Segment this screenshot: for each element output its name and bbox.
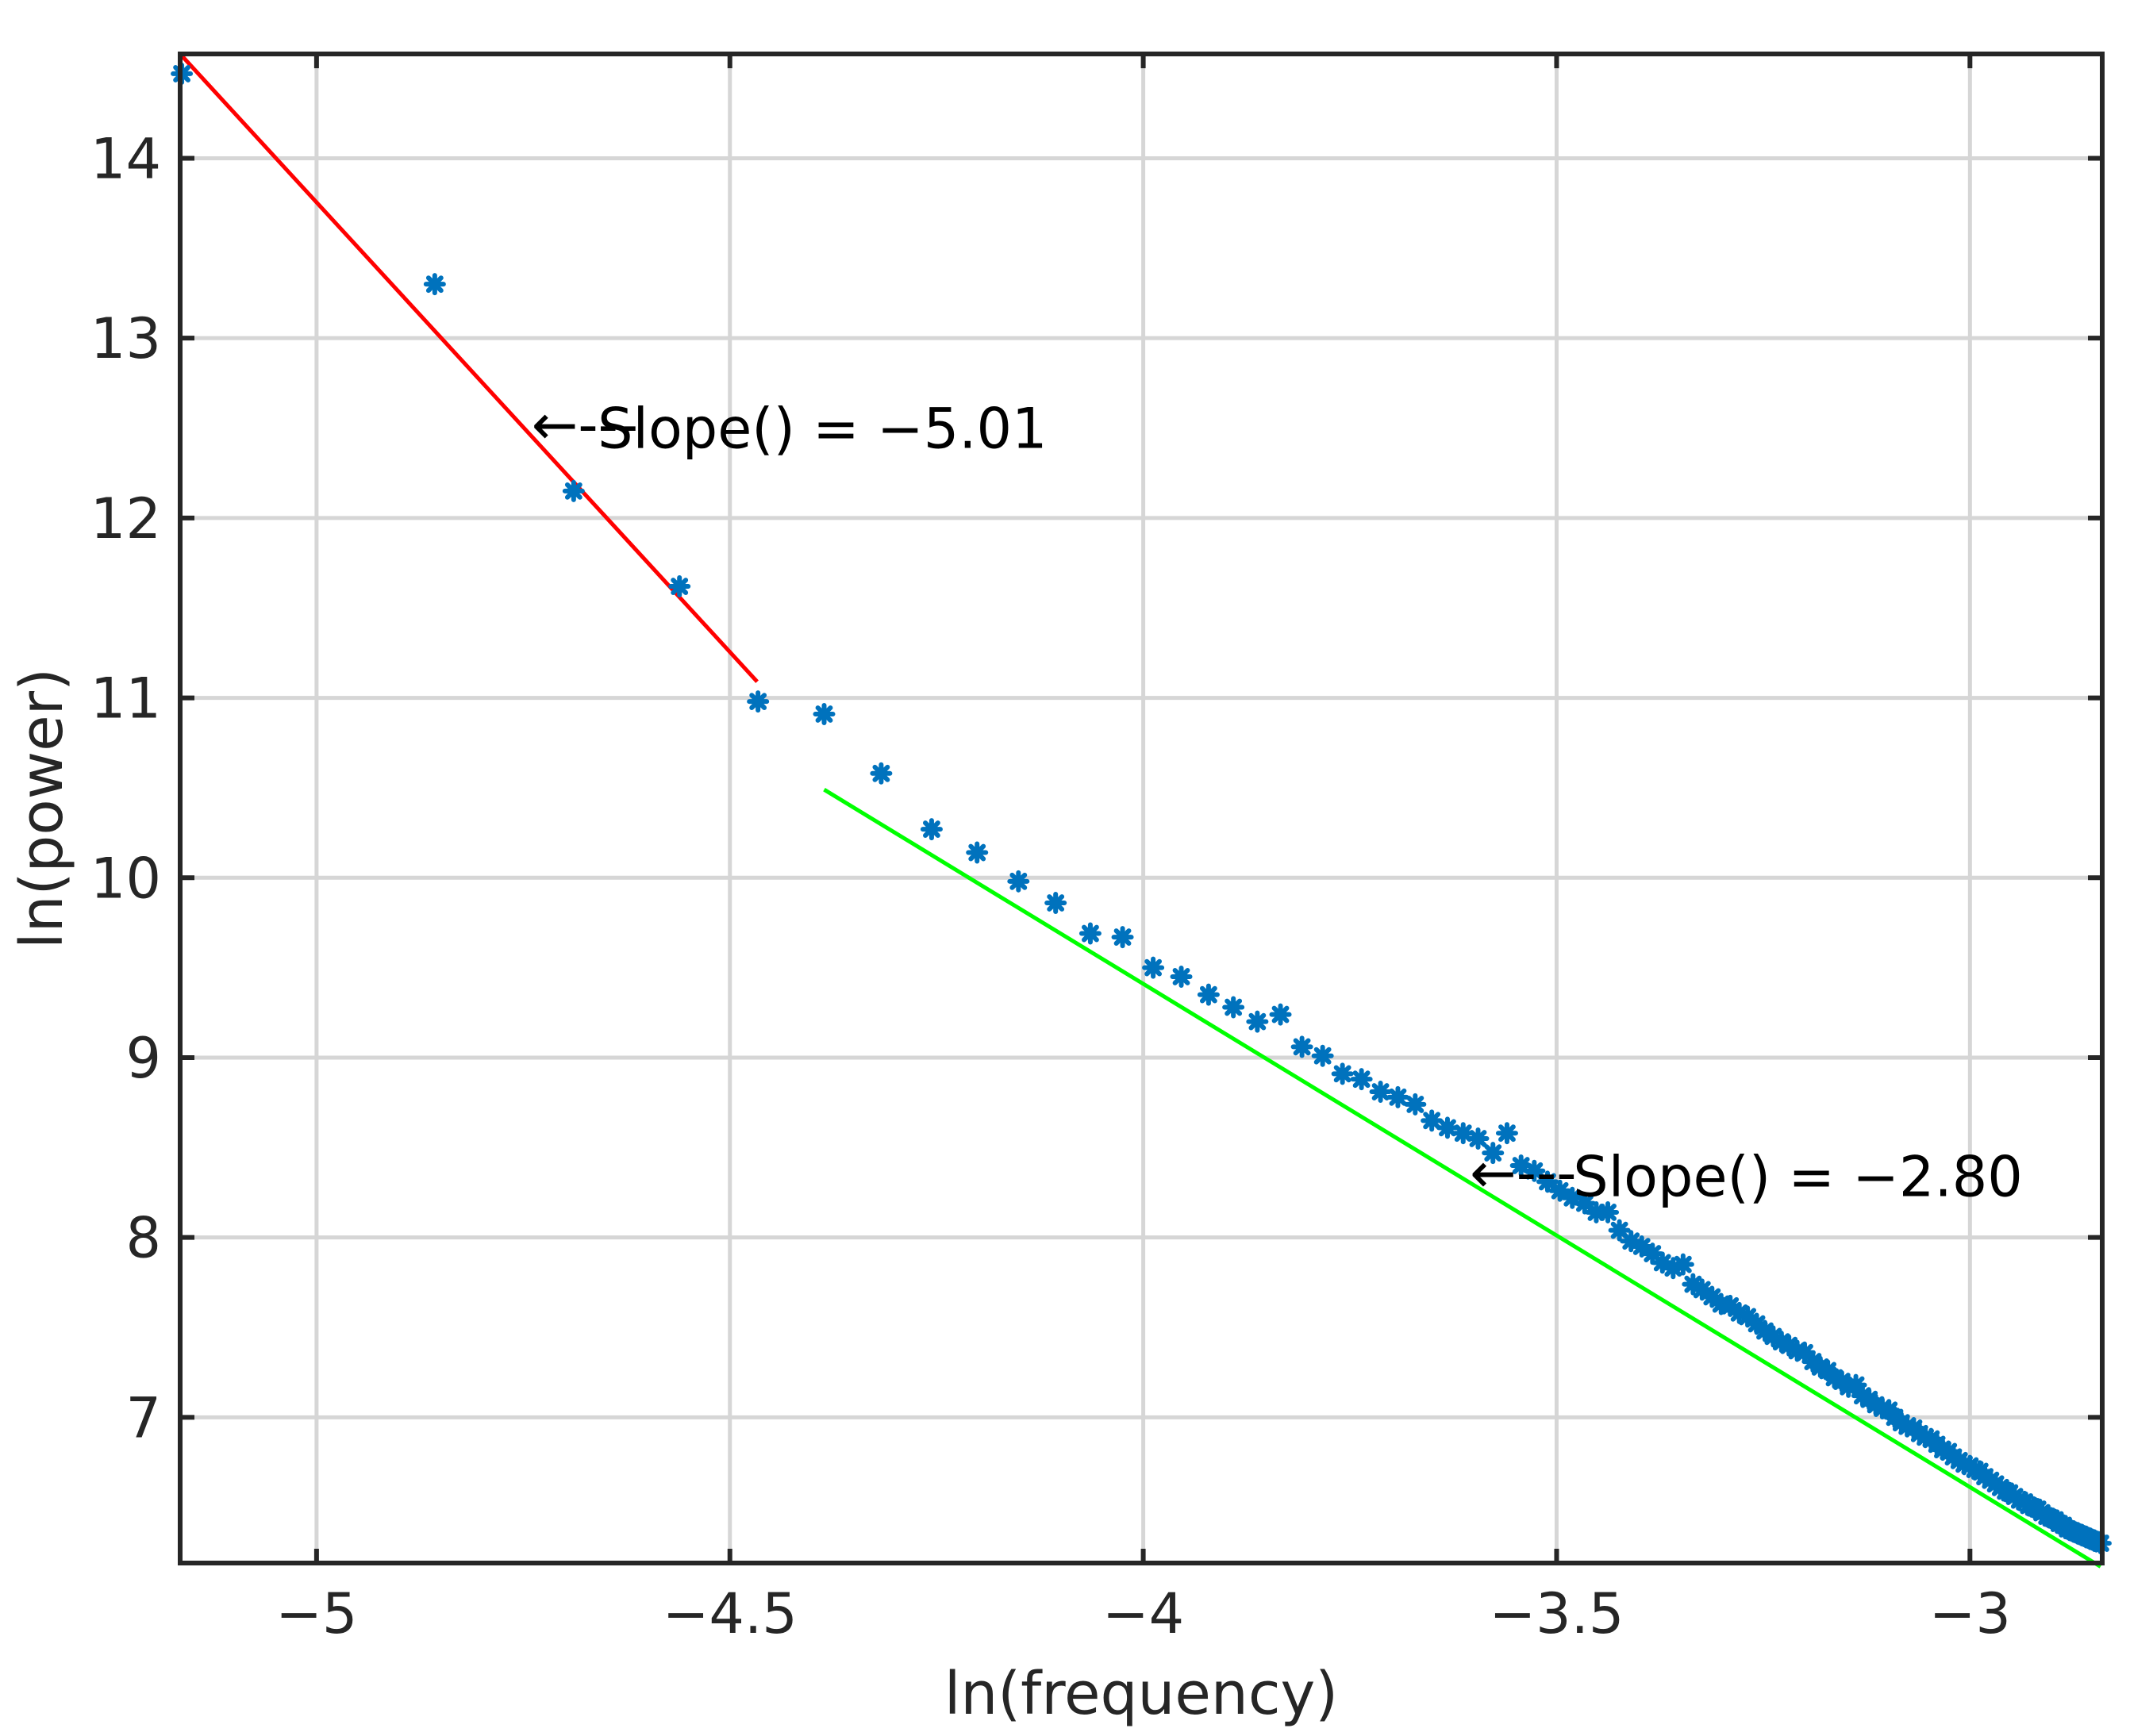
data-point — [870, 762, 893, 785]
data-point — [1436, 1116, 1459, 1139]
data-point — [1467, 1127, 1490, 1150]
slope-annotations: ←---Slope() = −5.01←---Slope() = −2.80 — [532, 393, 2023, 1210]
data-point — [1523, 1159, 1546, 1182]
data-point — [1682, 1273, 1705, 1296]
annotation-label: Slope() = −2.80 — [1573, 1145, 2022, 1210]
data-point — [1662, 1257, 1685, 1280]
data-point — [1719, 1294, 1742, 1317]
data-point — [562, 479, 585, 502]
data-point — [1111, 926, 1134, 949]
data-point — [1736, 1305, 1759, 1328]
data-point — [1671, 1253, 1694, 1276]
data-point — [1728, 1301, 1751, 1324]
data-point — [813, 702, 836, 725]
data-point — [1620, 1230, 1643, 1253]
data-point — [1495, 1122, 1518, 1145]
x-tick-label: −4 — [1102, 1581, 1184, 1646]
annotation-label: Slope() = −5.01 — [598, 397, 1048, 462]
data-point — [1451, 1122, 1474, 1145]
data-point — [1823, 1366, 1846, 1389]
data-point — [1770, 1331, 1793, 1354]
data-point — [920, 818, 943, 841]
axis-ticks: −5 −4.5 −4 −3.5 −3 7 8 9 10 11 12 13 14 — [90, 54, 2102, 1646]
data-point — [1421, 1109, 1444, 1132]
x-tick-label: −4.5 — [663, 1581, 798, 1646]
data-point — [1536, 1170, 1559, 1193]
data-point — [1311, 1044, 1334, 1067]
data-point — [1573, 1192, 1596, 1215]
data-point — [1482, 1142, 1505, 1165]
y-tick-label: 14 — [90, 126, 161, 191]
data-point — [966, 841, 989, 864]
data-point — [1793, 1341, 1816, 1364]
fit-lines — [179, 52, 2102, 1569]
data-point — [1269, 1003, 1292, 1026]
data-point — [1690, 1278, 1713, 1301]
data-point — [1844, 1373, 1867, 1396]
annotation-arrow: ←--- — [532, 393, 638, 458]
data-point — [1561, 1186, 1584, 1209]
data-point — [1078, 922, 1102, 945]
data-point — [1404, 1093, 1427, 1116]
y-tick-label: 12 — [90, 486, 161, 551]
data-point — [1142, 956, 1165, 979]
y-tick-label: 9 — [125, 1026, 161, 1091]
data-point — [1197, 983, 1220, 1006]
y-axis-label: ln(power) — [8, 668, 76, 949]
y-tick-label: 13 — [90, 306, 161, 371]
data-point — [1222, 996, 1245, 1019]
data-point — [1386, 1085, 1409, 1108]
data-point — [1597, 1200, 1620, 1223]
data-point — [1641, 1242, 1664, 1266]
data-point — [1246, 1010, 1269, 1033]
data-point — [1509, 1154, 1532, 1177]
x-tick-label: −3 — [1929, 1581, 2011, 1646]
data-point — [1290, 1035, 1313, 1058]
y-tick-label: 11 — [90, 666, 161, 732]
y-tick-label: 7 — [125, 1385, 161, 1450]
data-point — [1608, 1219, 1631, 1242]
data-point — [1585, 1200, 1608, 1223]
x-tick-label: −3.5 — [1489, 1581, 1624, 1646]
annotation-arrow: ←--- — [1470, 1141, 1576, 1206]
data-point — [1701, 1285, 1724, 1308]
data-points — [171, 62, 2112, 1555]
x-axis-label: ln(frequency) — [944, 1660, 1338, 1728]
fit-high-line — [823, 788, 2102, 1569]
data-point — [1651, 1251, 1674, 1274]
data-point — [668, 575, 691, 598]
data-point — [423, 273, 446, 296]
x-tick-label: −5 — [275, 1581, 357, 1646]
data-point — [1170, 965, 1193, 988]
fit-low-line — [179, 52, 759, 683]
data-point — [1331, 1062, 1354, 1085]
y-tick-label: 8 — [125, 1206, 161, 1271]
data-point — [1548, 1179, 1571, 1202]
data-point — [747, 690, 770, 713]
data-point — [1044, 892, 1067, 915]
grid-lines — [180, 54, 2102, 1563]
data-point — [1630, 1235, 1653, 1258]
data-point — [1007, 870, 1030, 893]
y-tick-label: 10 — [90, 846, 161, 911]
data-point — [1809, 1355, 1832, 1378]
data-point — [1369, 1081, 1392, 1104]
data-point — [1350, 1068, 1373, 1091]
